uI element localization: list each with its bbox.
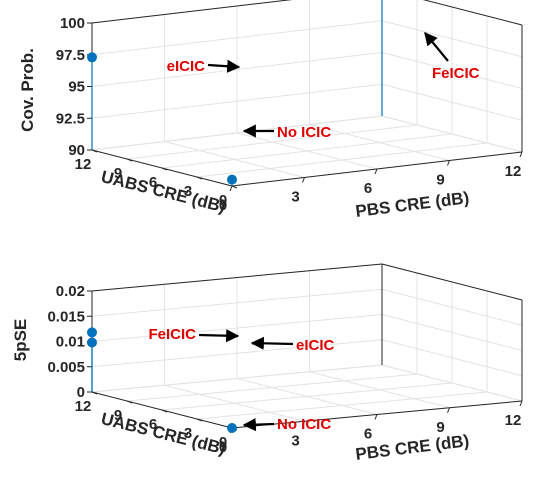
annotation-no-icic: No ICIC: [277, 124, 331, 141]
annotation-arrow-eicic: [250, 336, 294, 350]
annotation-feicic: FeICIC: [148, 326, 196, 343]
side-wall-gridline: [381, 339, 523, 377]
floor-gridline: [196, 142, 488, 178]
side-wall-gridline: [381, 314, 523, 351]
x-tick-mark: [447, 160, 450, 166]
y-tick-label: 9: [114, 165, 122, 182]
y-tick-label: 6: [149, 174, 157, 191]
z-axis-label: Cov. Prob.: [18, 48, 37, 132]
z-tick-label: 0.005: [47, 359, 85, 376]
marker-no-icic: [227, 423, 237, 433]
annotation-eicic: eICIC: [167, 58, 206, 75]
back-wall-gridline: [91, 314, 383, 342]
y-tick-label: 3: [184, 425, 192, 442]
marker-no-icic: [227, 174, 237, 185]
y-tick-mark: [91, 149, 98, 153]
x-tick-mark: [302, 421, 305, 427]
box-edge: [422, 0, 523, 26]
x-tick-label: 9: [436, 419, 444, 436]
floor-gridline: [126, 373, 418, 402]
z-axis-label: 5pSE: [11, 319, 30, 362]
x-tick-mark: [374, 414, 378, 420]
side-wall-gridline: [381, 115, 523, 153]
annotation-arrow-feicic: [198, 329, 240, 343]
x-tick-mark: [229, 185, 233, 192]
back-wall-gridline: [91, 364, 383, 393]
y-tick-mark: [196, 176, 203, 180]
y-tick-mark: [231, 185, 238, 189]
x-tick-label: 12: [505, 412, 522, 429]
y-tick-label: 0: [219, 192, 227, 209]
y-tick-label: 12: [75, 156, 92, 173]
floor-gridline: [196, 391, 488, 420]
marker-eicic: [87, 52, 97, 63]
y-tick-label: 0: [219, 434, 227, 451]
floor-gridline: [161, 382, 453, 411]
y-tick-label: 9: [114, 407, 122, 424]
z-tick-label: 90: [68, 142, 85, 159]
y-tick-mark: [196, 418, 203, 422]
x-tick-label: 12: [505, 163, 522, 180]
marker-feicic: [87, 327, 97, 338]
z-tick-label: 0.02: [56, 283, 85, 300]
x-tick-mark: [519, 151, 523, 158]
annotation-feicic: FeICIC: [432, 65, 480, 82]
y-tick-mark: [161, 167, 168, 171]
x-tick-label: 9: [436, 172, 444, 189]
annotation-no-icic: No ICIC: [277, 416, 331, 433]
box-edge: [91, 0, 293, 24]
side-wall-gridline: [381, 364, 523, 402]
back-wall-gridline: [91, 339, 383, 368]
y-tick-mark: [91, 391, 98, 395]
y-tick-mark: [126, 158, 133, 162]
x-tick-label: 0: [219, 439, 227, 456]
x-tick-label: 0: [219, 197, 227, 214]
box-edge: [91, 263, 383, 292]
annotation-arrow-no-icic: [242, 418, 275, 432]
x-tick-mark: [519, 400, 523, 407]
annotation-eicic: eICIC: [296, 337, 335, 354]
y-axis-label: UABS CRE (dB): [99, 167, 227, 216]
z-tick-label: 97.5: [56, 47, 85, 64]
box-edge: [381, 263, 523, 301]
y-tick-label: 12: [75, 398, 92, 415]
z-tick-label: 100: [60, 15, 85, 32]
y-tick-label: 6: [149, 416, 157, 433]
z-tick-label: 92.5: [56, 110, 85, 127]
z-tick-label: 0.01: [56, 334, 85, 351]
y-tick-mark: [126, 400, 133, 404]
annotation-arrow-eicic: [207, 59, 241, 73]
back-wall-gridline: [91, 115, 383, 151]
y-tick-mark: [161, 409, 168, 413]
y-axis-label: UABS CRE (dB): [99, 409, 227, 458]
floor-gridline: [161, 133, 453, 169]
x-tick-mark: [447, 407, 450, 413]
x-tick-label: 6: [364, 180, 372, 197]
side-wall-gridline: [381, 288, 523, 326]
z-tick-label: 95: [68, 79, 85, 96]
y-tick-label: 3: [184, 183, 192, 200]
side-wall-gridline: [381, 20, 523, 58]
back-wall-gridline: [91, 288, 383, 317]
back-wall-gridline: [91, 83, 383, 119]
x-tick-label: 3: [291, 189, 299, 206]
floor-gridline: [126, 124, 418, 160]
x-tick-label: 6: [364, 426, 372, 443]
side-wall-gridline: [381, 52, 523, 89]
x-tick-mark: [374, 168, 378, 175]
back-wall-gridline: [91, 20, 383, 56]
side-wall-gridline: [381, 83, 523, 121]
annotation-arrow-feicic: [424, 31, 449, 62]
z-tick-label: 0: [77, 384, 85, 401]
z-tick-label: 0.015: [47, 308, 85, 325]
x-tick-label: 3: [291, 432, 299, 449]
x-tick-mark: [302, 177, 305, 183]
